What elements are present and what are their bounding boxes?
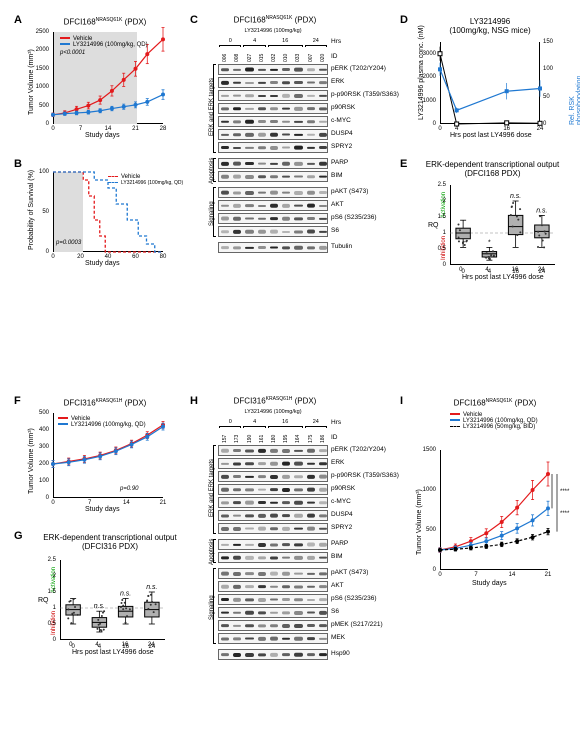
panel-f-xlabel: Study days (85, 506, 120, 513)
svg-text:*: * (488, 239, 491, 246)
panel-i-legend: Vehicle LY3214996 (100mg/kg, QD) LY32149… (450, 412, 538, 430)
legend-bid-i: LY3214996 (50mg/kg, BID) (463, 424, 535, 430)
panel-label-h: H (190, 395, 198, 407)
panel-i-ylabel: Tumor Volume (mm³) (416, 489, 423, 555)
panel-g-xlabel: Hrs post last LY4996 dose (72, 649, 154, 656)
panel-e-plot: 0*4n.s.16n.s.24 (450, 185, 555, 265)
panel-h-title: DFCI316KRASQ61H (PDX) (205, 396, 345, 406)
panel-i-xlabel: Study days (472, 580, 507, 587)
legend-drug-f: LY3214996 (100mg/kg, QD) (71, 422, 146, 428)
panel-c-title: DFCI168NRASQ61K (PDX) (205, 15, 345, 25)
panel-label-c: C (190, 14, 198, 26)
panel-d-ylabel-right: Rel. RSK phosphorylation (%) (569, 76, 580, 125)
panel-a-legend: Vehicle LY3214996 (100mg/kg, QD) p<0.000… (60, 36, 148, 56)
panel-label-d: D (400, 14, 408, 26)
panel-i-title: DFCI168NRASQ61K (PDX) (425, 398, 565, 408)
svg-text:n.s.: n.s. (536, 207, 547, 214)
panel-i-plot: **** **** (440, 450, 568, 570)
svg-text:n.s.: n.s. (510, 193, 521, 200)
svg-text:****: **** (560, 511, 570, 517)
svg-text:n.s.: n.s. (120, 590, 131, 597)
panel-e-title: ERK-dependent transcriptional output (DF… (415, 160, 570, 178)
panel-label-i: I (400, 395, 403, 407)
panel-label-b: B (14, 158, 22, 170)
panel-label-a: A (14, 14, 22, 26)
panel-d-plot (440, 42, 540, 124)
legend-drug-b: LY3214996 (100mg/kg, QD) (121, 180, 183, 186)
panel-a-xlabel: Study days (85, 132, 120, 139)
panel-label-f: F (14, 395, 21, 407)
svg-text:****: **** (560, 489, 570, 495)
panel-d-xlabel: Hrs post last LY4996 dose (450, 132, 532, 139)
panel-f-title: DFCI316KRASQ61H (PDX) (35, 398, 175, 408)
panel-a-title: DFCI168NRASQ61K (PDX) (35, 17, 175, 27)
svg-text:n.s.: n.s. (146, 584, 157, 591)
panel-f-legend: Vehicle LY3214996 (100mg/kg, QD) (58, 416, 146, 428)
panel-g-ylabel: RQ (38, 597, 49, 604)
panel-b-legend: Vehicle LY3214996 (100mg/kg, QD) (108, 174, 183, 186)
panel-label-e: E (400, 158, 407, 170)
panel-g-title: ERK-dependent transcriptional output (DF… (30, 533, 190, 551)
legend-drug: LY3214996 (100mg/kg, QD) (73, 42, 148, 48)
panel-g-plot: 0n.s.4n.s.16n.s.24 (60, 560, 165, 640)
panel-f-pvalue: p=0.90 (120, 486, 139, 492)
panel-b-xlabel: Study days (85, 260, 120, 267)
svg-text:n.s.: n.s. (94, 603, 105, 610)
panel-d-ylabel-left: LY3214996 plasma conc. (nM) (418, 25, 425, 120)
panel-d-title: LY3214996 (100mg/kg, NSG mice) (420, 17, 560, 35)
panel-label-g: G (14, 530, 23, 542)
panel-e-xlabel: Hrs post last LY4996 dose (462, 274, 544, 281)
panel-e-ylabel: RQ (428, 222, 439, 229)
panel-a-pvalue: p<0.0001 (60, 50, 148, 56)
panel-h-subtitle: LY3214996 (100mg/kg) (218, 409, 328, 415)
panel-b-pvalue: p=0.0003 (56, 240, 81, 246)
panel-c-subtitle: LY3214996 (100mg/kg) (218, 28, 328, 34)
